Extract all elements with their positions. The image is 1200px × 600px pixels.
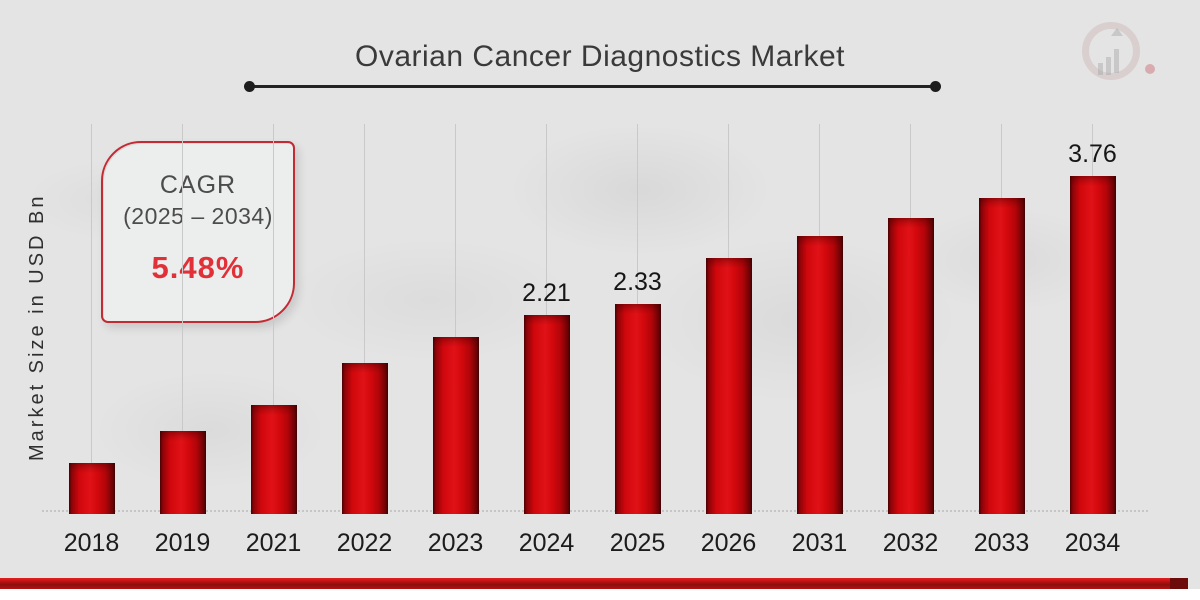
x-tick-label: 2034 (1064, 529, 1121, 557)
bottom-white-strip (0, 589, 1200, 600)
cagr-callout-box: CAGR (2025 – 2034) 5.48% (101, 141, 295, 323)
x-tick-label: 2024 (518, 529, 575, 557)
bar-2031 (796, 236, 843, 514)
bar-column: 3.76 2034 (1047, 110, 1138, 557)
bar-column: 2.33 2025 (592, 110, 683, 557)
logo-bar-icon (1098, 63, 1103, 75)
bottom-accent-stripe (0, 578, 1188, 589)
bar-2026 (705, 258, 752, 514)
vertical-gridline (455, 124, 456, 514)
bar-column: 2033 (956, 110, 1047, 557)
x-tick-label: 2023 (427, 529, 484, 557)
vertical-gridline (364, 124, 365, 514)
logo-lens-dot-icon (1145, 64, 1155, 74)
bar-2034 (1069, 176, 1116, 514)
vertical-gridline (273, 124, 274, 514)
market-research-future-logo-icon (1082, 22, 1166, 86)
bar-2023 (432, 337, 479, 514)
bar-value-label: 2.33 (613, 268, 662, 296)
logo-ring-icon (1082, 22, 1140, 80)
logo-bar-icon (1106, 57, 1111, 75)
x-tick-label: 2021 (245, 529, 302, 557)
x-tick-label: 2019 (154, 529, 211, 557)
bar-column: 2031 (774, 110, 865, 557)
x-tick-label: 2018 (63, 529, 120, 557)
bar-value-label: 2.21 (522, 279, 571, 307)
cagr-value: 5.48% (151, 250, 245, 285)
bar-column: 2019 (137, 110, 228, 557)
bar-column: 2022 (319, 110, 410, 557)
bar-column: 2026 (683, 110, 774, 557)
bar-2019 (159, 431, 206, 514)
bar-column: 2018 (46, 110, 137, 557)
cagr-label: CAGR (159, 171, 237, 199)
x-tick-label: 2032 (882, 529, 939, 557)
x-tick-label: 2025 (609, 529, 666, 557)
x-tick-label: 2031 (791, 529, 848, 557)
bar-value-label: 3.76 (1068, 140, 1117, 168)
chart-title: Ovarian Cancer Diagnostics Market (354, 40, 845, 73)
bar-2021 (250, 405, 297, 514)
bar-column: 2021 (228, 110, 319, 557)
logo-arrow-icon (1111, 28, 1123, 36)
title-underline-left-dot (244, 81, 255, 92)
bar-column: 2.21 2024 (501, 110, 592, 557)
x-axis-baseline (42, 510, 1148, 512)
bar-2025 (614, 304, 661, 514)
bar-column: 2023 (410, 110, 501, 557)
title-underline (250, 85, 936, 88)
x-tick-label: 2026 (700, 529, 757, 557)
vertical-gridline (91, 124, 92, 514)
cagr-range: (2025 – 2034) (123, 203, 273, 229)
bar-2024 (523, 315, 570, 514)
bar-2032 (887, 218, 934, 514)
bottom-accent-stripe-cap (1170, 578, 1188, 589)
vertical-gridline (182, 124, 183, 514)
bar-2018 (68, 463, 115, 514)
title-underline-right-dot (930, 81, 941, 92)
logo-bar-icon (1114, 49, 1119, 73)
plot-area: 2018 2019 2021 2022 2023 2.21 2024 2.33 2025 2026… (42, 110, 1148, 557)
bar-2022 (341, 363, 388, 514)
x-tick-label: 2022 (336, 529, 393, 557)
bar-column: 2032 (865, 110, 956, 557)
x-tick-label: 2033 (973, 529, 1030, 557)
bar-2033 (978, 198, 1025, 514)
